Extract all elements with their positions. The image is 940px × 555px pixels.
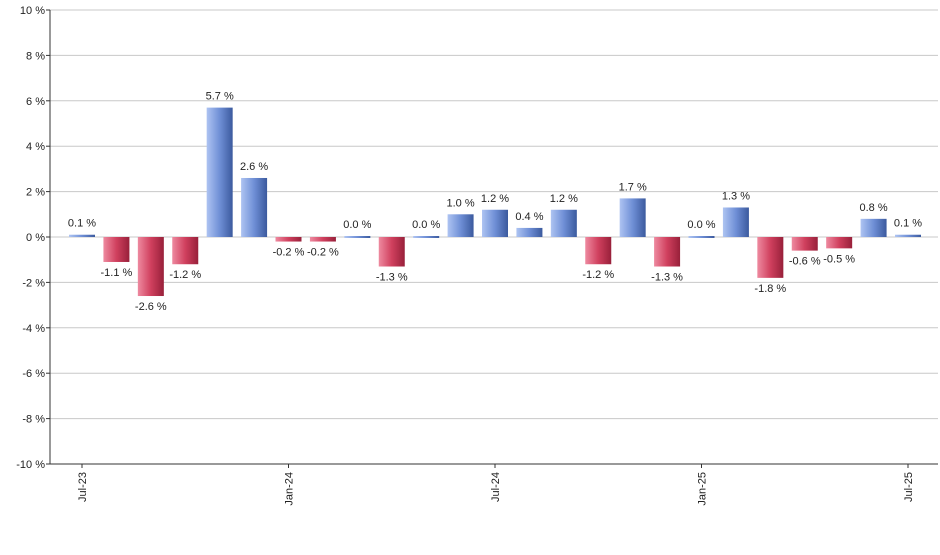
bar [344,236,371,238]
data-label: -1.2 % [582,269,614,281]
data-label: -1.3 % [376,272,408,284]
bar [206,107,233,237]
data-label: 0.0 % [343,219,371,231]
bar [447,214,474,237]
bar [482,209,508,237]
bar [413,236,440,238]
x-tick-label: Jan-24 [284,472,296,506]
y-tick-label: 0 % [26,232,45,244]
data-label: 1.2 % [481,193,509,205]
bar [688,236,715,238]
data-label: -0.5 % [823,253,855,265]
data-label: -1.8 % [754,283,786,295]
data-label: 1.3 % [722,190,750,202]
data-label: -1.3 % [651,272,683,284]
data-labels: 0.1 %-1.1 %-2.6 %-1.2 %5.7 %2.6 %-0.2 % -… [68,91,922,313]
bar [619,198,646,237]
data-label: -0.2 % [273,247,305,259]
bar [550,209,577,237]
bar [791,237,818,251]
data-label: 1.0 % [447,197,475,209]
y-tick-label: 4 % [26,141,45,153]
y-axis-tick-labels: -10 % -8 % -6 % -4 % -2 % 0 % 2 % 4 % 6 % 8 % 10 % [16,5,50,471]
data-label: 0.1 % [68,218,96,230]
x-tick-label: Jan-25 [697,472,709,506]
y-tick-label: 10 % [20,5,45,17]
bar [516,227,543,237]
data-label: -1.1 % [101,267,133,279]
x-tick-label: Jul-23 [77,472,89,502]
data-label: 0.4 % [515,211,543,223]
y-tick-label: 8 % [26,50,45,62]
data-label: 0.1 % [894,218,922,230]
y-tick-label: -10 % [16,459,45,471]
data-label: -1.2 % [169,269,201,281]
bar [172,237,199,265]
data-label: 0.0 % [687,219,715,231]
bar [654,237,681,267]
bar [241,177,268,237]
data-label: -0.2 % [307,247,339,259]
bar [826,237,853,249]
data-label: -0.6 % [789,256,821,268]
y-tick-label: 6 % [26,96,45,108]
y-tick-label: -2 % [22,277,45,289]
data-label: 5.7 % [206,91,234,103]
y-tick-label: -4 % [22,323,45,335]
axes [49,10,938,465]
x-axis-tick-labels: Jul-23 Jan-24 Jul-24 Jan-25 Jul-25 [77,464,915,506]
bar [275,237,302,242]
y-tick-label: -6 % [22,368,45,380]
data-label: 2.6 % [240,161,268,173]
bar [378,237,405,267]
data-label: -2.6 % [135,301,167,313]
bar [69,234,95,237]
bar [895,234,921,237]
bar [860,218,887,237]
x-tick-label: Jul-24 [490,472,502,502]
bars [69,107,921,297]
bar [137,237,164,297]
bar [585,237,612,265]
bar [757,237,784,278]
data-label: 0.8 % [860,202,888,214]
y-tick-label: -8 % [22,414,45,426]
data-label: 1.7 % [619,181,647,193]
bar [722,207,749,237]
x-tick-label: Jul-25 [903,472,915,502]
bar [309,237,336,242]
data-label: 1.2 % [550,193,578,205]
y-tick-label: 2 % [26,187,45,199]
bar [103,237,130,262]
data-label: 0.0 % [412,219,440,231]
